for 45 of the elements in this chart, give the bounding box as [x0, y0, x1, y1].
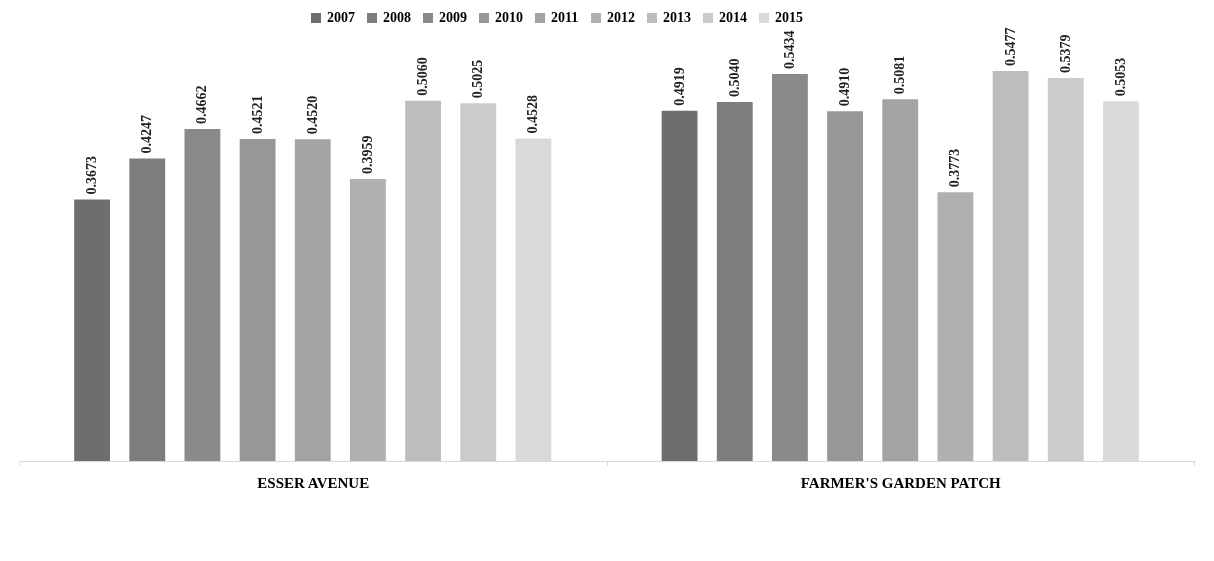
- bar: [1047, 77, 1084, 461]
- data-label: 0.4910: [837, 67, 853, 107]
- legend-label: 2010: [495, 10, 523, 25]
- bar: [405, 100, 442, 461]
- data-label: 0.3773: [947, 148, 963, 188]
- legend-label: 2008: [383, 10, 411, 25]
- data-label: 0.5053: [1112, 57, 1128, 97]
- bar: [294, 139, 331, 461]
- legend-label: 2013: [663, 10, 691, 25]
- data-label: 0.4919: [671, 67, 687, 106]
- data-label: 0.5081: [892, 55, 908, 95]
- bar: [827, 111, 864, 461]
- bar: [460, 103, 497, 461]
- bar: [771, 74, 808, 461]
- legend-label: 2011: [551, 10, 579, 25]
- data-label: 0.5025: [470, 59, 486, 99]
- data-label: 0.4521: [249, 95, 265, 135]
- legend-label: 2012: [607, 10, 635, 25]
- bar: [349, 179, 386, 461]
- data-label: 0.4662: [194, 85, 210, 125]
- bar: [239, 139, 276, 461]
- data-label: 0.4247: [139, 115, 155, 154]
- bar: [129, 158, 166, 461]
- x-tick-label: FARMER'S GARDEN PATCH: [800, 474, 1002, 491]
- bar: [882, 99, 919, 461]
- data-label: 0.5477: [1002, 27, 1018, 66]
- data-label: 0.5040: [726, 58, 742, 98]
- bar: [992, 71, 1029, 461]
- bar: [937, 192, 974, 461]
- data-label: 0.5434: [781, 30, 797, 70]
- x-tick-label: ESSER AVENUE: [257, 474, 370, 491]
- legend-label: 2015: [775, 10, 803, 25]
- bar: [716, 102, 753, 461]
- data-label: 0.5060: [415, 57, 431, 96]
- data-label: 0.4528: [525, 95, 541, 134]
- bar: [661, 110, 698, 461]
- data-label: 0.3673: [84, 155, 100, 195]
- bar: [74, 199, 111, 461]
- bar: [184, 129, 221, 461]
- legend-label: 2009: [439, 10, 467, 25]
- legend-label: 2014: [719, 10, 747, 25]
- data-label: 0.5379: [1057, 34, 1073, 73]
- legend-label: 2007: [327, 10, 355, 25]
- data-label: 0.3959: [359, 135, 375, 175]
- data-label: 0.4520: [304, 95, 320, 135]
